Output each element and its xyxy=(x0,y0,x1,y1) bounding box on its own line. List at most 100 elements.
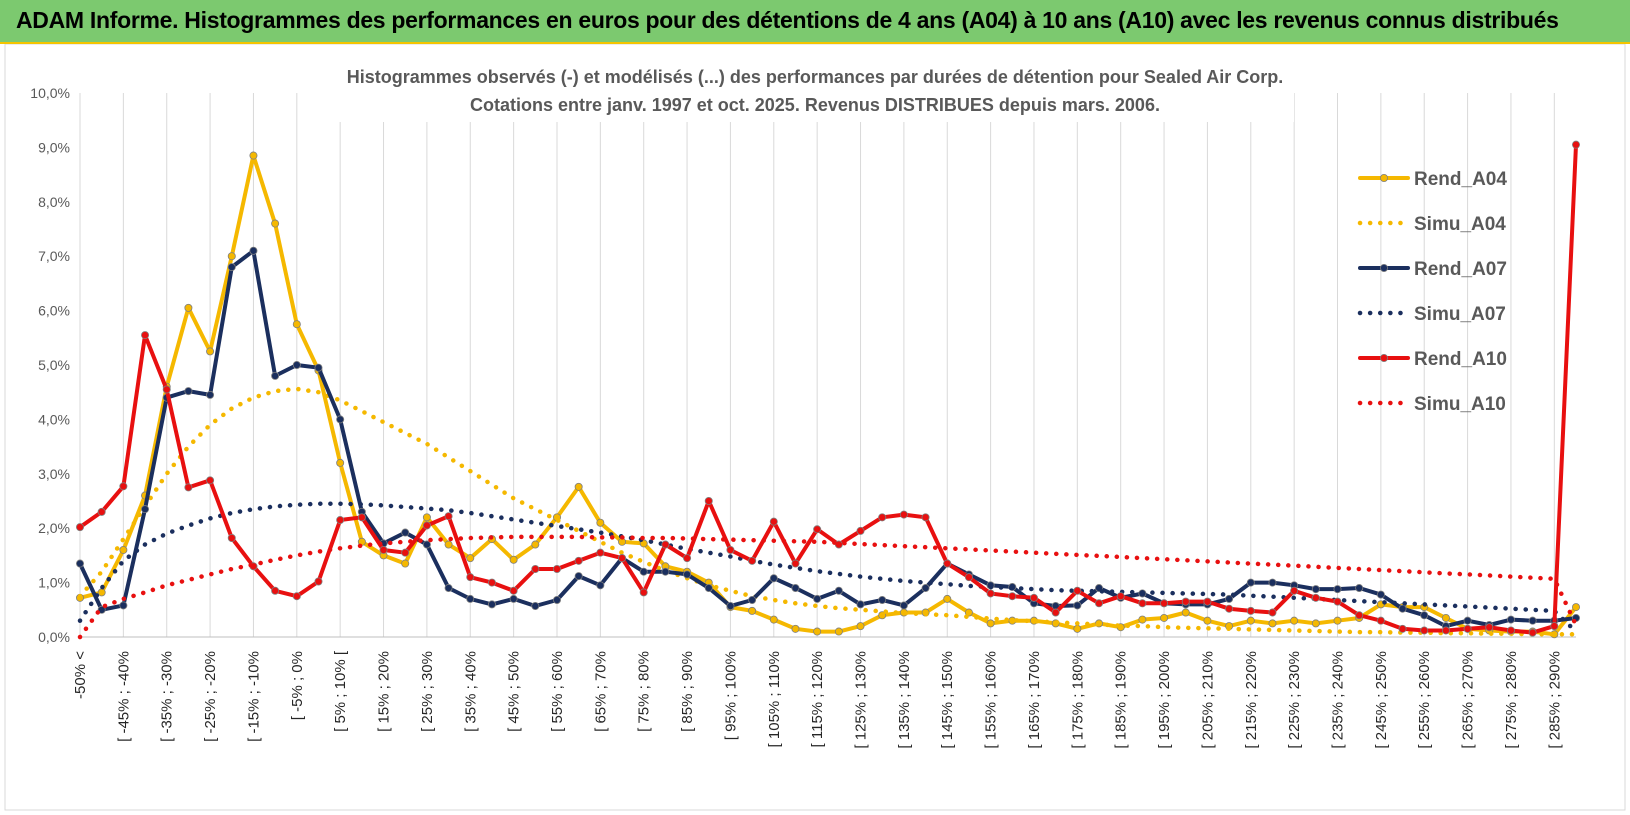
rend-a07-point xyxy=(1398,604,1407,613)
x-tick-label: [ -25% ; -20% xyxy=(202,651,219,742)
rend-a10-point xyxy=(791,559,800,568)
rend-a07-point xyxy=(552,596,561,605)
x-tick-label: -50% < xyxy=(72,651,89,699)
rend-a10-point xyxy=(227,533,236,542)
x-tick-label: [ 245% ; 250% xyxy=(1373,651,1390,749)
rend-a10-point xyxy=(162,385,171,394)
rend-a07-point xyxy=(1333,585,1342,594)
rend-a04-point xyxy=(184,303,193,312)
rend-a07-point xyxy=(531,601,540,610)
rend-a10-point xyxy=(618,554,627,563)
x-tick-label: [ 165% ; 170% xyxy=(1026,651,1043,749)
x-tick-label: [ 5% ; 10% [ xyxy=(332,650,349,732)
rend-a07-point xyxy=(76,559,85,568)
y-axis: 0,0% 1,0% 2,0% 3,0% 4,0% 5,0% 6,0% 7,0% 8,0% 9,0%… xyxy=(30,85,70,645)
x-tick-label: [ 15% ; 20% xyxy=(376,651,393,732)
y-tick-label: 7,0% xyxy=(38,248,70,264)
rend-a07-point xyxy=(1528,616,1537,625)
rend-a10-point xyxy=(986,589,995,598)
rend-a07-point xyxy=(1420,611,1429,620)
rend-a10-point xyxy=(1160,599,1169,608)
rend-a10-point xyxy=(726,545,735,554)
chart-border xyxy=(4,44,1626,811)
rend-a04-point xyxy=(1246,616,1255,625)
vertical-gridlines xyxy=(79,93,1555,637)
rend-a10-point xyxy=(466,573,475,582)
x-tick-label: [ 205% ; 210% xyxy=(1199,651,1216,749)
rend-a04-point xyxy=(444,540,453,549)
rend-a07-point xyxy=(271,371,280,380)
x-axis: -50% < [ -45% ; -40% [ -35% ; -30% [ -25% ;… xyxy=(72,636,1576,749)
rend-a10-point xyxy=(487,578,496,587)
rend-a10-point xyxy=(1268,608,1277,617)
rend-a07-point xyxy=(704,584,713,593)
x-tick-label: [ 255% ; 260% xyxy=(1416,651,1433,749)
rend-a04-point xyxy=(834,627,843,636)
rend-a10-point xyxy=(1073,586,1082,595)
legend-label-simu-a04: Simu_A04 xyxy=(1414,214,1506,235)
series-layer xyxy=(76,140,1581,640)
rend-a04-point xyxy=(856,622,865,631)
rend-a04-point xyxy=(1268,619,1277,628)
rend-a04-point xyxy=(1073,624,1082,633)
rend-a04-point xyxy=(943,594,952,603)
rend-a04-point xyxy=(271,219,280,228)
legend-marker-rend-a04 xyxy=(1380,173,1389,182)
y-tick-label: 1,0% xyxy=(38,575,70,591)
rend-a04-point xyxy=(574,482,583,491)
rend-a07-point xyxy=(1311,585,1320,594)
rend-a07-point xyxy=(856,600,865,609)
rend-a10-point xyxy=(1203,597,1212,606)
rend-a10-point xyxy=(943,559,952,568)
rend-a04-point xyxy=(1333,616,1342,625)
rend-a04-point xyxy=(531,540,540,549)
performance-histogram-chart: 0,0% 1,0% 2,0% 3,0% 4,0% 5,0% 6,0% 7,0% 8,0% 9,0%… xyxy=(4,44,1626,811)
x-tick-label: [ 45% ; 50% xyxy=(506,651,523,732)
x-tick-label: [ 135% ; 140% xyxy=(896,651,913,749)
rend-a07-point xyxy=(1506,615,1515,624)
rend-a10-point xyxy=(336,516,345,525)
rend-a10-point xyxy=(1420,626,1429,635)
rend-a04-point xyxy=(1138,615,1147,624)
x-tick-label: [ -35% ; -30% xyxy=(159,651,176,742)
rend-a07-line xyxy=(78,248,1578,629)
rend-a10-point xyxy=(357,513,366,522)
rend-a10-point xyxy=(1485,623,1494,632)
rend-a10-point xyxy=(748,556,757,565)
rend-a07-point xyxy=(336,415,345,424)
rend-a07-point xyxy=(899,601,908,610)
rend-a07-point xyxy=(1246,578,1255,587)
x-tick-label: [ 105% ; 110% xyxy=(766,651,783,747)
rend-a10-point xyxy=(444,512,453,521)
rend-a04-point xyxy=(292,320,301,329)
rend-a04-point xyxy=(878,611,887,620)
rend-a04-point xyxy=(509,555,518,564)
rend-a07-point xyxy=(227,263,236,272)
x-tick-label: [ 85% ; 90% xyxy=(679,651,696,732)
x-tick-label: [ 265% ; 270% xyxy=(1460,651,1477,749)
rend-a10-point xyxy=(76,523,85,532)
rend-a10-point xyxy=(856,526,865,535)
rend-a10-point xyxy=(661,540,670,549)
legend-label-rend-a04: Rend_A04 xyxy=(1414,169,1507,190)
rend-a10-point xyxy=(964,573,973,582)
x-tick-label: [ 145% ; 150% xyxy=(939,651,956,749)
y-tick-label: 9,0% xyxy=(38,139,70,155)
x-tick-label: [ 75% ; 80% xyxy=(636,651,653,732)
rend-a04-point xyxy=(813,627,822,636)
x-tick-label: [ 95% ; 100% xyxy=(722,651,739,740)
y-tick-label: 8,0% xyxy=(38,194,70,210)
rend-a04-point xyxy=(1572,603,1581,612)
rend-a04-point xyxy=(119,545,128,554)
rend-a07-point xyxy=(1268,578,1277,587)
rend-a04-point xyxy=(596,518,605,527)
rend-a07-point xyxy=(1355,584,1364,593)
rend-a07-point xyxy=(422,540,431,549)
rend-a10-point xyxy=(314,577,323,586)
rend-a04-point xyxy=(1311,619,1320,628)
rend-a07-point xyxy=(1225,594,1234,603)
rend-a04-point xyxy=(422,513,431,522)
rend-a10-point xyxy=(1181,597,1190,606)
rend-a07-point xyxy=(1376,590,1385,599)
rend-a10-point xyxy=(206,476,215,485)
